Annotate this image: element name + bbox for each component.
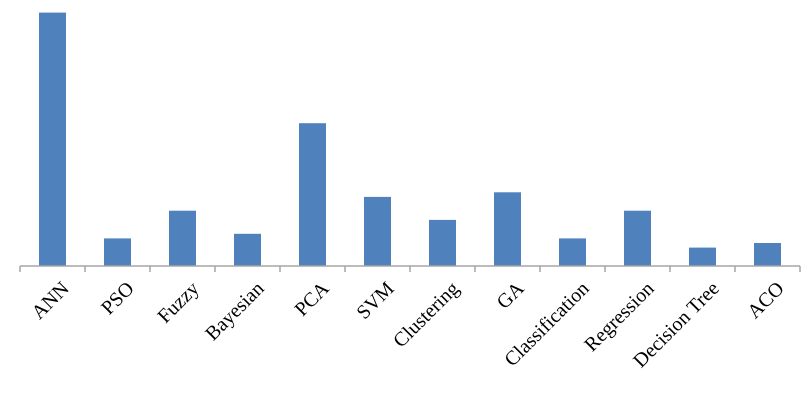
bar-svm [364,196,391,266]
bar-bayesian [234,233,261,267]
bar-ga [494,192,521,266]
bars-group [39,12,781,267]
x-tick-label: SVM [352,277,398,323]
bar-ann [39,12,66,266]
x-tick-label: Clustering [389,278,463,352]
bar-clustering [429,219,456,266]
bar-pca [299,123,326,266]
x-tick-label: Bayesian [201,278,268,345]
x-axis-ticks [19,266,801,272]
bar-pso [104,238,131,266]
x-tick-label: GA [493,277,529,313]
x-tick-label: Fuzzy [154,278,204,328]
x-tick-label: PCA [291,277,334,320]
bar-fuzzy [169,210,196,266]
x-tick-label: ANN [27,278,73,324]
bar-classification [559,238,586,266]
x-tick-label: ACO [743,278,788,323]
bar-aco [754,243,781,266]
bar-regression [624,210,651,266]
bar-decision-tree [689,247,716,266]
x-tick-label: PSO [97,278,139,320]
